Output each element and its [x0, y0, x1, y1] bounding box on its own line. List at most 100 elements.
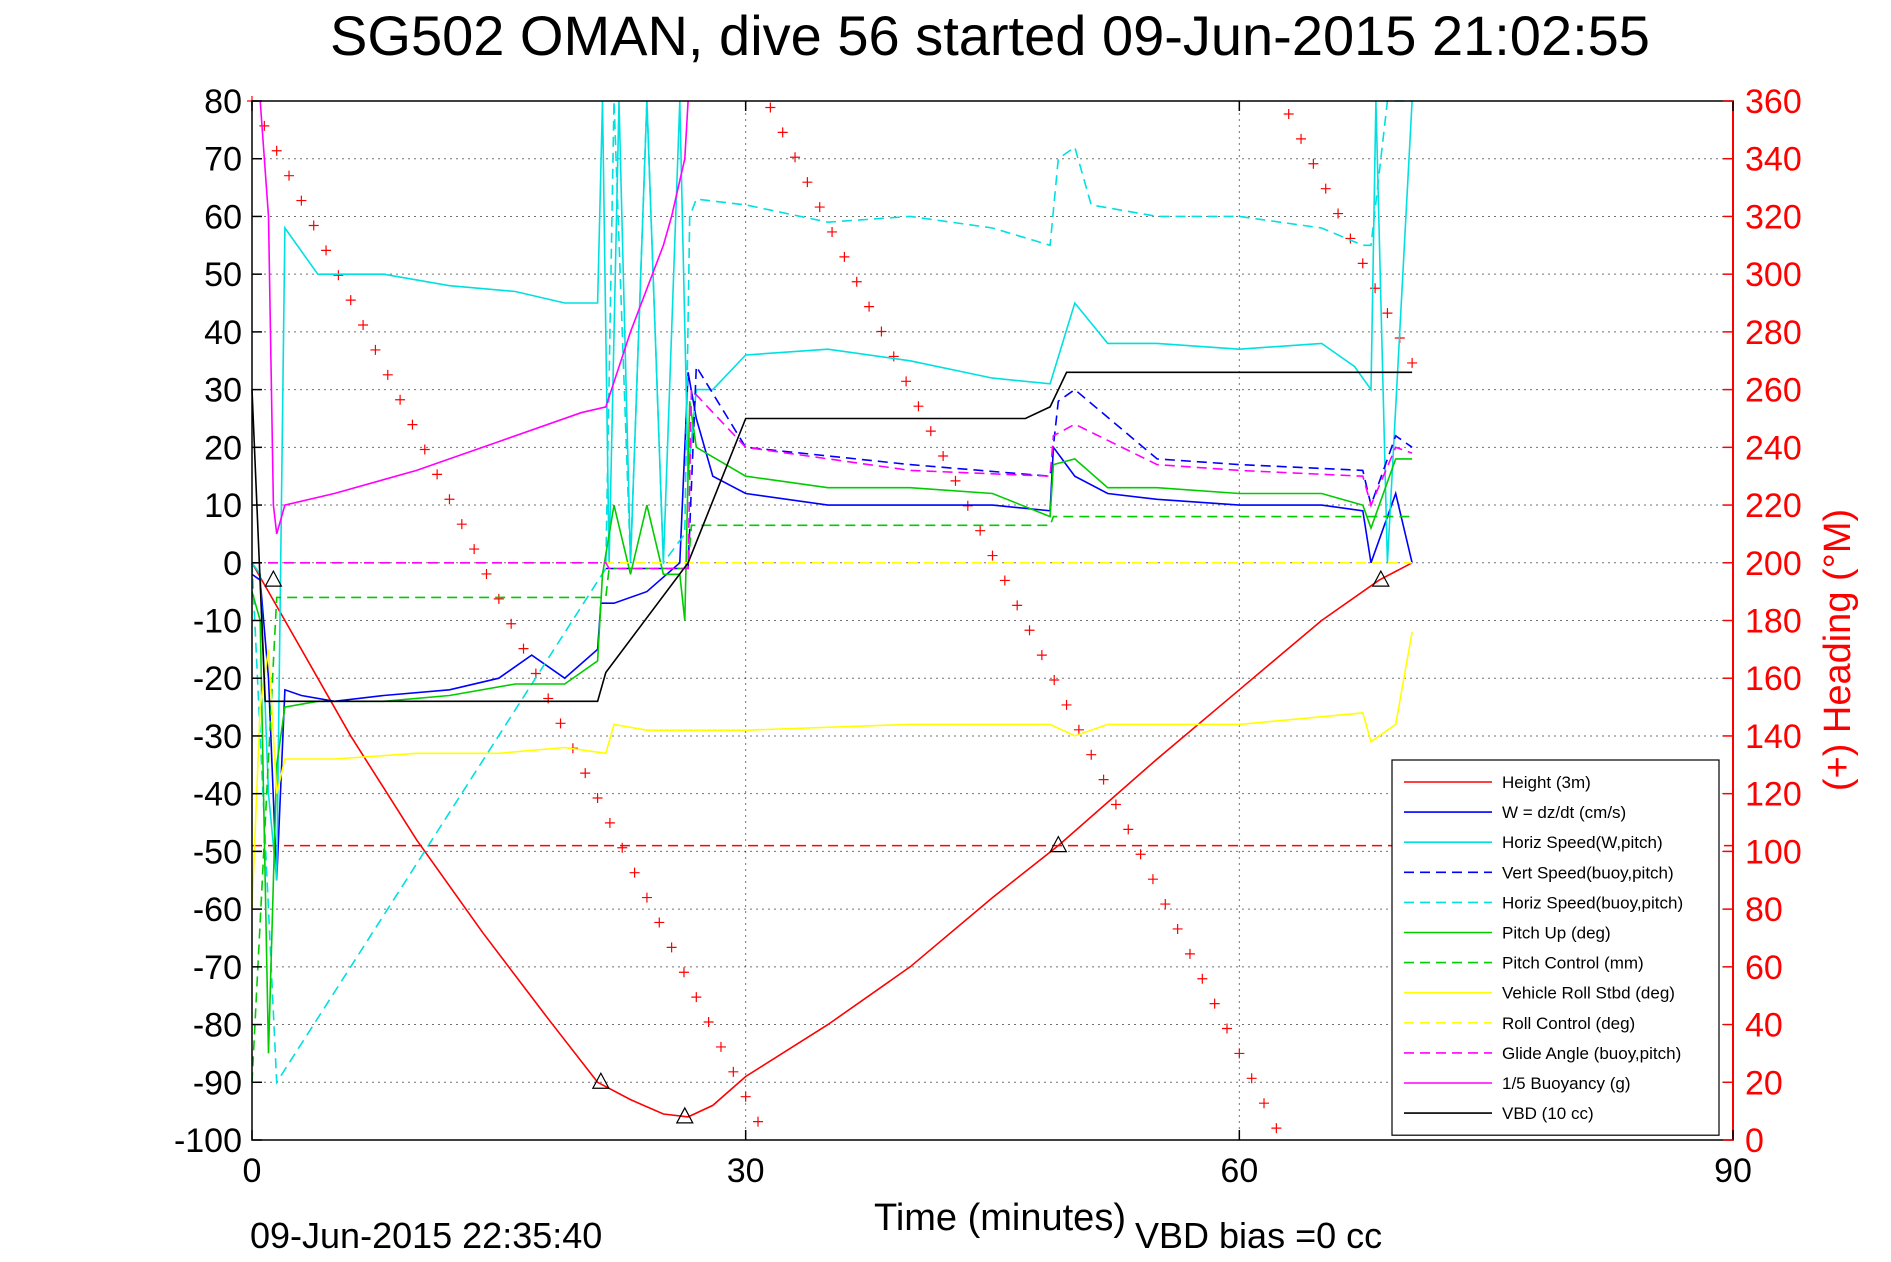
y-tick-label: -30	[193, 718, 242, 756]
legend-entry: Vert Speed(buoy,pitch)	[1502, 863, 1674, 882]
heading-marker	[1110, 799, 1121, 810]
heading-marker	[641, 892, 652, 903]
x-tick-label: 90	[1714, 1152, 1752, 1190]
y-tick-label: -100	[174, 1122, 242, 1160]
x-tick-label: 30	[727, 1152, 765, 1190]
series-line-4	[251, 100, 1413, 1085]
y-ticks: 80 70 60 50 40 30 20 10 0 -10 -20 -30 -40 -50 -60 -70 -8…	[174, 83, 262, 1160]
legend-entry: Horiz Speed(W,pitch)	[1502, 833, 1663, 852]
heading-marker	[1407, 357, 1418, 368]
legend-box	[1391, 759, 1720, 1136]
heading-marker	[691, 992, 702, 1003]
heading-marker	[839, 251, 850, 262]
heading-marker	[1073, 724, 1084, 735]
y-right-axis-label: (+) Heading (°M)	[1817, 509, 1859, 791]
heading-marker	[296, 195, 307, 206]
y-tick-label: -70	[193, 949, 242, 987]
heading-marker	[580, 768, 591, 779]
y-tick-label: 70	[204, 141, 242, 179]
y-right-tick-label: 260	[1745, 372, 1802, 410]
series-line-0	[251, 562, 1413, 1118]
y-right-tick-label: 140	[1745, 718, 1802, 756]
heading-marker	[407, 419, 418, 430]
footer-timestamp: 09-Jun-2015 22:35:40	[250, 1215, 602, 1256]
heading-marker	[1061, 699, 1072, 710]
heading-marker	[938, 450, 949, 461]
y-right-tick-label: 280	[1745, 314, 1802, 352]
heading-marker	[1221, 1023, 1232, 1034]
y-tick-label: 80	[204, 83, 242, 121]
y-right-tick-label: 100	[1745, 833, 1802, 871]
legend-entry: Roll Control (deg)	[1502, 1014, 1635, 1033]
series-line-3	[605, 363, 1413, 570]
series-line-10	[259, 100, 689, 535]
heading-marker	[555, 718, 566, 729]
triangle-marker	[1049, 835, 1068, 853]
chart-title: SG502 OMAN, dive 56 started 09-Jun-2015 …	[330, 4, 1650, 67]
heading-marker	[1098, 774, 1109, 785]
y-right-tick-label: 200	[1745, 545, 1802, 583]
heading-marker	[740, 1091, 751, 1102]
legend-entry: 1/5 Buoyancy (g)	[1502, 1074, 1631, 1093]
heading-marker	[308, 220, 319, 231]
heading-marker	[1259, 1098, 1270, 1109]
legend-entry: Pitch Up (deg)	[1502, 924, 1611, 943]
y-tick-label: -20	[193, 660, 242, 698]
heading-marker	[703, 1017, 714, 1028]
heading-marker	[753, 1116, 764, 1127]
series-line-9	[252, 387, 1413, 570]
heading-marker	[419, 444, 430, 455]
heading-marker	[1234, 1048, 1245, 1059]
heading-marker	[790, 152, 801, 163]
heading-marker	[604, 817, 615, 828]
legend-entry: Horiz Speed(buoy,pitch)	[1502, 893, 1683, 912]
heading-marker	[1246, 1073, 1257, 1084]
footer-vbd-bias: VBD bias =0 cc	[1135, 1215, 1382, 1256]
y-tick-label: -10	[193, 603, 242, 641]
heading-marker	[506, 618, 517, 629]
legend-entry: Vehicle Roll Stbd (deg)	[1502, 984, 1675, 1003]
y-right-tick-label: 180	[1745, 603, 1802, 641]
heading-marker	[518, 643, 529, 654]
y-tick-label: 20	[204, 429, 242, 467]
heading-marker	[901, 376, 912, 387]
y-tick-label: 0	[223, 545, 242, 583]
triangle-marker	[1371, 569, 1390, 587]
y-right-ticks: 3603403203002802602402202001801601401201…	[1723, 83, 1802, 1160]
heading-marker	[395, 394, 406, 405]
heading-marker	[827, 226, 838, 237]
y-tick-label: 30	[204, 372, 242, 410]
heading-marker	[481, 568, 492, 579]
heading-marker	[1333, 208, 1344, 219]
heading-marker	[345, 295, 356, 306]
heading-marker	[444, 494, 455, 505]
heading-marker	[678, 967, 689, 978]
heading-marker	[1370, 283, 1381, 294]
y-tick-label: -80	[193, 1007, 242, 1045]
y-tick-label: -60	[193, 891, 242, 929]
y-right-tick-label: 220	[1745, 487, 1802, 525]
y-right-tick-label: 240	[1745, 429, 1802, 467]
x-tick-label: 0	[243, 1152, 262, 1190]
y-tick-label: 50	[204, 256, 242, 294]
x-ticks: 0 30 60 90	[243, 101, 1752, 1190]
heading-marker	[814, 202, 825, 213]
heading-marker	[1147, 874, 1158, 885]
triangle-markers	[264, 569, 1390, 1124]
heading-marker	[1357, 258, 1368, 269]
legend: Height (3m) W = dz/dt (cm/s) Horiz Speed(W…	[1391, 759, 1720, 1136]
y-right-tick-label: 0	[1745, 1122, 1764, 1160]
x-axis-label: Time (minutes)	[874, 1197, 1126, 1239]
heading-marker	[358, 320, 369, 331]
heading-marker	[629, 867, 640, 878]
y-right-tick-label: 20	[1745, 1064, 1783, 1102]
heading-marker	[284, 170, 295, 181]
heading-marker	[765, 102, 776, 113]
heading-marker	[1271, 1123, 1282, 1134]
heading-marker	[913, 401, 924, 412]
heading-marker	[728, 1066, 739, 1077]
y-right-tick-label: 40	[1745, 1007, 1783, 1045]
series-line-11	[251, 371, 1413, 703]
y-right-tick-label: 340	[1745, 141, 1802, 179]
